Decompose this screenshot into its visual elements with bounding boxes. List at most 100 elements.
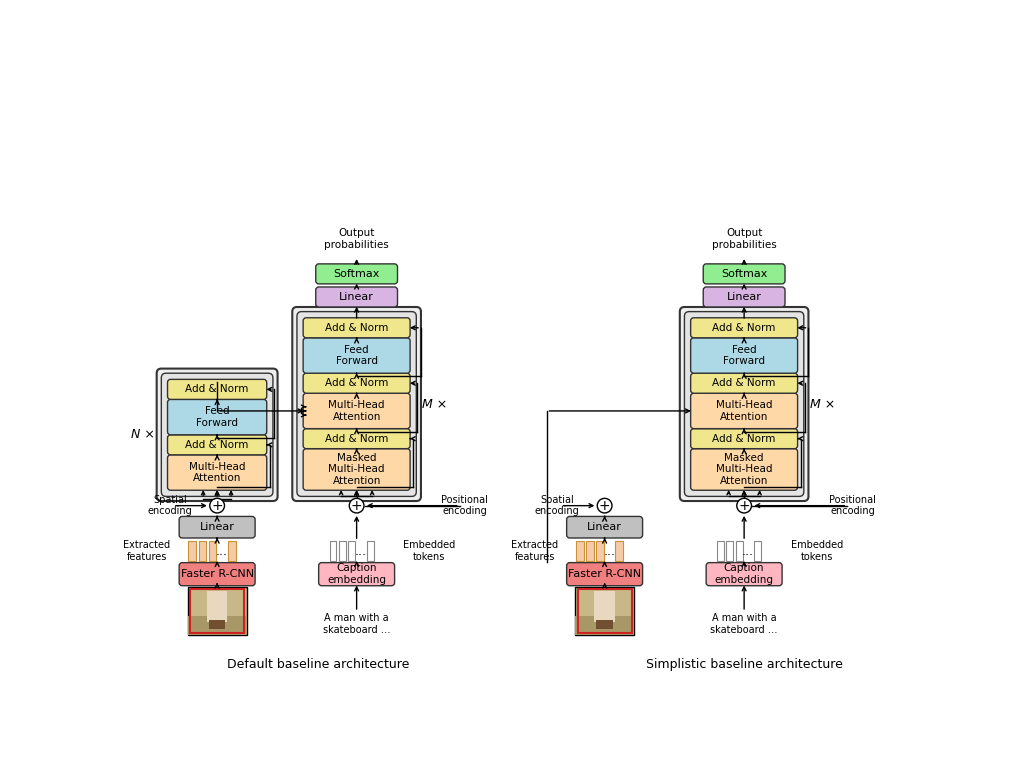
FancyBboxPatch shape — [690, 338, 798, 373]
Text: +: + — [351, 498, 362, 513]
Text: Extracted
features: Extracted features — [511, 540, 558, 562]
FancyBboxPatch shape — [318, 563, 394, 586]
FancyBboxPatch shape — [726, 541, 733, 561]
Text: ...: ... — [354, 545, 367, 558]
FancyBboxPatch shape — [690, 429, 798, 449]
FancyBboxPatch shape — [680, 307, 809, 501]
Text: Masked
Multi-Head
Attention: Masked Multi-Head Attention — [329, 453, 385, 486]
Text: Multi-Head
Attention: Multi-Head Attention — [188, 462, 246, 483]
FancyBboxPatch shape — [703, 264, 785, 284]
Circle shape — [210, 498, 224, 513]
FancyBboxPatch shape — [575, 541, 584, 561]
FancyBboxPatch shape — [168, 435, 266, 455]
Text: Add & Norm: Add & Norm — [325, 378, 388, 388]
Text: Add & Norm: Add & Norm — [185, 440, 249, 450]
Text: ...: ... — [216, 545, 227, 558]
FancyBboxPatch shape — [755, 541, 761, 561]
Text: Add & Norm: Add & Norm — [713, 378, 776, 388]
Text: Positional
encoding: Positional encoding — [441, 495, 488, 516]
FancyBboxPatch shape — [303, 393, 410, 429]
FancyBboxPatch shape — [690, 318, 798, 338]
FancyBboxPatch shape — [684, 312, 804, 496]
FancyBboxPatch shape — [207, 591, 227, 621]
Text: Multi-Head
Attention: Multi-Head Attention — [329, 400, 385, 422]
Text: M ×: M × — [810, 398, 836, 411]
FancyBboxPatch shape — [367, 541, 374, 561]
Circle shape — [597, 498, 612, 513]
FancyBboxPatch shape — [188, 541, 197, 561]
Text: Linear: Linear — [339, 292, 374, 302]
Text: Linear: Linear — [727, 292, 762, 302]
FancyBboxPatch shape — [690, 373, 798, 393]
FancyBboxPatch shape — [315, 264, 397, 284]
Text: Extracted
features: Extracted features — [124, 540, 171, 562]
FancyBboxPatch shape — [339, 541, 346, 561]
FancyBboxPatch shape — [586, 541, 594, 561]
FancyBboxPatch shape — [596, 541, 604, 561]
Text: ...: ... — [742, 545, 754, 558]
FancyBboxPatch shape — [690, 393, 798, 429]
Text: Output
probabilities: Output probabilities — [325, 228, 389, 250]
FancyBboxPatch shape — [162, 373, 273, 496]
Text: A man with a
skateboard …: A man with a skateboard … — [323, 614, 390, 635]
Text: N ×: N × — [131, 429, 155, 442]
Text: Embedded
tokens: Embedded tokens — [403, 540, 456, 562]
FancyBboxPatch shape — [303, 449, 410, 490]
Text: Spatial
encoding: Spatial encoding — [535, 495, 580, 516]
FancyBboxPatch shape — [615, 541, 624, 561]
Text: Multi-Head
Attention: Multi-Head Attention — [716, 400, 772, 422]
FancyBboxPatch shape — [168, 379, 266, 399]
FancyBboxPatch shape — [292, 307, 421, 501]
Text: Softmax: Softmax — [334, 269, 380, 279]
FancyBboxPatch shape — [735, 541, 742, 561]
Text: Caption
embedding: Caption embedding — [715, 564, 773, 585]
FancyBboxPatch shape — [228, 541, 236, 561]
FancyBboxPatch shape — [199, 541, 206, 561]
FancyBboxPatch shape — [566, 563, 643, 586]
FancyBboxPatch shape — [303, 373, 410, 393]
FancyBboxPatch shape — [566, 516, 643, 538]
Text: ...: ... — [603, 545, 615, 558]
Text: M ×: M × — [423, 398, 447, 411]
Text: Linear: Linear — [587, 522, 622, 532]
FancyBboxPatch shape — [315, 287, 397, 307]
FancyBboxPatch shape — [297, 312, 417, 496]
FancyBboxPatch shape — [594, 591, 614, 621]
Text: Faster R-CNN: Faster R-CNN — [180, 569, 254, 579]
FancyBboxPatch shape — [168, 455, 266, 490]
Text: Caption
embedding: Caption embedding — [327, 564, 386, 585]
FancyBboxPatch shape — [575, 616, 634, 635]
Circle shape — [736, 498, 752, 513]
Text: Add & Norm: Add & Norm — [713, 323, 776, 333]
Text: A man with a
skateboard …: A man with a skateboard … — [711, 614, 778, 635]
FancyBboxPatch shape — [209, 620, 225, 630]
FancyBboxPatch shape — [575, 588, 634, 635]
Text: +: + — [211, 498, 223, 513]
Text: Simplistic baseline architecture: Simplistic baseline architecture — [646, 657, 843, 670]
Text: Feed
Forward: Feed Forward — [723, 345, 765, 366]
FancyBboxPatch shape — [690, 449, 798, 490]
FancyBboxPatch shape — [179, 563, 255, 586]
Circle shape — [349, 498, 364, 513]
Text: Masked
Multi-Head
Attention: Masked Multi-Head Attention — [716, 453, 772, 486]
Text: Output
probabilities: Output probabilities — [712, 228, 776, 250]
FancyBboxPatch shape — [703, 287, 785, 307]
Text: Add & Norm: Add & Norm — [713, 434, 776, 444]
FancyBboxPatch shape — [209, 541, 216, 561]
Text: Embedded
tokens: Embedded tokens — [791, 540, 843, 562]
Text: Feed
Forward: Feed Forward — [197, 406, 239, 428]
FancyBboxPatch shape — [303, 338, 410, 373]
Text: Add & Norm: Add & Norm — [325, 323, 388, 333]
Text: Spatial
encoding: Spatial encoding — [147, 495, 193, 516]
FancyBboxPatch shape — [330, 541, 337, 561]
FancyBboxPatch shape — [303, 429, 410, 449]
FancyBboxPatch shape — [179, 516, 255, 538]
Text: +: + — [599, 498, 610, 513]
Text: Add & Norm: Add & Norm — [325, 434, 388, 444]
FancyBboxPatch shape — [717, 541, 724, 561]
Text: Add & Norm: Add & Norm — [185, 384, 249, 395]
FancyBboxPatch shape — [596, 620, 612, 630]
FancyBboxPatch shape — [707, 563, 782, 586]
FancyBboxPatch shape — [187, 588, 247, 635]
FancyBboxPatch shape — [168, 399, 266, 435]
